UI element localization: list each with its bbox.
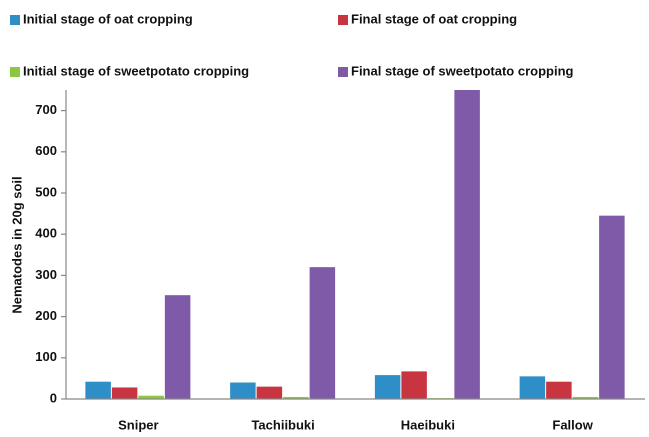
legend-swatch [10,15,20,25]
x-tick-label: Fallow [552,417,593,432]
bar [454,90,480,399]
y-tick-label: 600 [35,143,57,158]
bar [546,381,572,399]
y-tick-label: 100 [35,349,57,364]
legend-label: Final stage of sweetpotato cropping [351,63,574,78]
bar [138,395,164,399]
y-tick-label: 0 [50,390,57,405]
y-tick-label: 200 [35,308,57,323]
legend-swatch [338,15,348,25]
y-tick-label: 500 [35,184,57,199]
legend-label: Final stage of oat cropping [351,11,517,26]
y-tick-label: 700 [35,102,57,117]
legend-swatch [10,67,20,77]
legend-label: Initial stage of oat cropping [23,11,193,26]
bar [164,295,191,399]
y-tick-label: 400 [35,226,57,241]
bar [256,386,283,399]
bar [519,376,546,399]
bar [599,215,625,399]
bar [401,371,427,399]
bar [374,375,401,399]
y-axis-label: Nematodes in 20g soil [9,176,24,313]
legend-label: Initial stage of sweetpotato cropping [23,63,249,78]
x-tick-label: Tachiibuki [251,417,314,432]
bar [85,381,111,399]
legend-swatch [338,67,348,77]
x-tick-label: Haeibuki [401,417,455,432]
bar [230,382,256,399]
y-tick-label: 300 [35,267,57,282]
x-tick-label: Sniper [118,417,158,432]
bar [283,396,309,399]
bar [309,267,336,399]
bar [572,396,599,399]
bar [111,387,138,399]
